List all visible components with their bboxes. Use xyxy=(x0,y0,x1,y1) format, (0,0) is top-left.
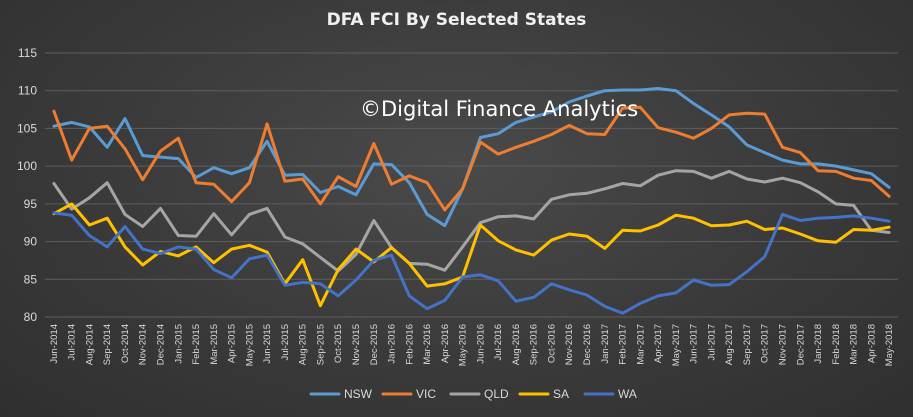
x-tick-label: Nov-2014 xyxy=(138,324,149,365)
x-tick-label: Mar-2015 xyxy=(209,324,220,365)
x-tick-label: Dec-2014 xyxy=(156,324,167,365)
x-tick-label: May-2016 xyxy=(458,324,469,366)
x-tick-label: Jan-2015 xyxy=(173,324,184,364)
x-tick-label: Sep-2014 xyxy=(102,324,113,365)
watermark-text: ©Digital Finance Analytics xyxy=(360,97,639,121)
y-tick-label: 115 xyxy=(18,46,37,60)
x-tick-label: Mar-2018 xyxy=(849,324,860,365)
x-tick-label: Apr-2018 xyxy=(866,324,877,363)
legend-label-sa: SA xyxy=(553,387,569,401)
x-tick-label: Feb-2018 xyxy=(831,324,842,365)
x-tick-label: Aug-2015 xyxy=(298,324,309,365)
y-tick-label: 90 xyxy=(24,235,38,249)
x-tick-label: Nov-2016 xyxy=(564,324,575,365)
y-tick-label: 110 xyxy=(18,84,37,98)
series-line-vic xyxy=(52,105,891,212)
x-tick-label: Jul-2016 xyxy=(493,324,504,360)
x-tick-label: Oct-2016 xyxy=(546,324,557,363)
legend-label-nsw: NSW xyxy=(344,387,373,401)
x-tick-label: Feb-2015 xyxy=(191,324,202,365)
x-tick-label: Sep-2015 xyxy=(315,324,326,365)
y-tick-label: 80 xyxy=(24,310,38,324)
x-tick-label: Jan-2018 xyxy=(813,324,824,364)
y-tick-label: 95 xyxy=(24,197,38,211)
x-tick-label: May-2018 xyxy=(884,324,895,366)
x-tick-label: Feb-2017 xyxy=(618,324,629,365)
series-line-wa xyxy=(52,211,891,315)
y-tick-label: 105 xyxy=(17,121,37,135)
x-tick-label: Feb-2016 xyxy=(404,324,415,365)
x-tick-label: Apr-2015 xyxy=(227,324,238,363)
chart-title: DFA FCI By Selected States xyxy=(326,10,587,30)
x-tick-label: Aug-2017 xyxy=(724,324,735,365)
legend-label-vic: VIC xyxy=(416,387,436,401)
x-tick-label: Aug-2016 xyxy=(511,324,522,365)
x-tick-label: Jul-2017 xyxy=(706,324,717,360)
x-tick-label: Oct-2015 xyxy=(333,324,344,363)
y-tick-label: 85 xyxy=(24,272,38,286)
x-tick-label: Apr-2017 xyxy=(653,324,664,363)
x-tick-label: Nov-2017 xyxy=(777,324,788,365)
x-tick-label: Dec-2017 xyxy=(795,324,806,365)
x-tick-label: Jan-2017 xyxy=(600,324,611,364)
legend-label-wa: WA xyxy=(618,387,637,401)
x-tick-label: Jan-2016 xyxy=(387,324,398,364)
x-tick-label: Oct-2014 xyxy=(120,324,131,363)
x-tick-label: Sep-2016 xyxy=(529,324,540,365)
x-tick-label: Aug-2014 xyxy=(84,324,95,365)
x-tick-label: Apr-2016 xyxy=(440,324,451,363)
x-tick-label: Oct-2017 xyxy=(760,324,771,363)
x-tick-label: Mar-2016 xyxy=(422,324,433,365)
x-tick-label: Nov-2015 xyxy=(351,324,362,365)
x-tick-label: May-2015 xyxy=(244,324,255,366)
series-line-qld xyxy=(52,169,891,273)
series-line-sa xyxy=(52,202,891,308)
x-tick-label: Jul-2014 xyxy=(67,324,78,360)
x-tick-label: Mar-2017 xyxy=(635,324,646,365)
x-tick-label: Sep-2017 xyxy=(742,324,753,365)
x-tick-label: Dec-2015 xyxy=(369,324,380,365)
x-tick-label: May-2017 xyxy=(671,324,682,366)
x-tick-label: Jul-2015 xyxy=(280,324,291,360)
x-tick-label: Jun-2015 xyxy=(262,324,273,364)
y-tick-label: 100 xyxy=(17,159,37,173)
legend-label-qld: QLD xyxy=(484,387,509,401)
x-tick-label: Dec-2016 xyxy=(582,324,593,365)
x-tick-label: Jun-2016 xyxy=(475,324,486,364)
x-tick-label: Jun-2017 xyxy=(689,324,700,364)
x-tick-label: Jun-2014 xyxy=(49,324,60,364)
